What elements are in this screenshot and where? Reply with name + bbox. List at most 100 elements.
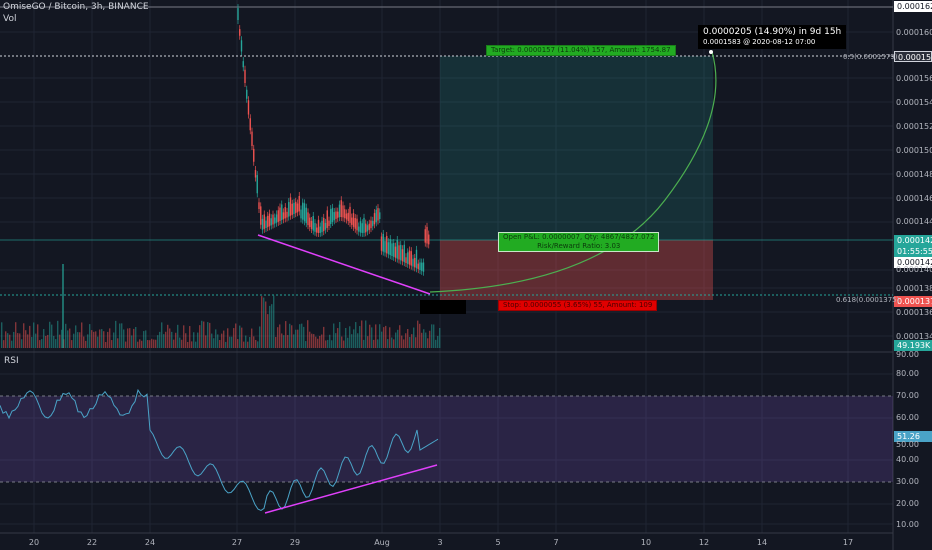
volume-bar bbox=[143, 331, 145, 348]
candle-body bbox=[330, 209, 332, 224]
volume-bar bbox=[255, 339, 257, 348]
volume-bar bbox=[139, 339, 141, 348]
volume-bar bbox=[73, 333, 75, 348]
price-label: 0.0001340 bbox=[896, 332, 932, 341]
candle-body bbox=[288, 202, 290, 217]
volume-bar bbox=[345, 327, 347, 348]
volume-bar bbox=[435, 339, 437, 348]
volume-bar bbox=[179, 337, 181, 348]
volume-bar bbox=[261, 296, 263, 348]
candle-body bbox=[405, 257, 407, 263]
volume-bar bbox=[365, 320, 367, 348]
volume-bar bbox=[133, 328, 135, 348]
time-label: 5 bbox=[495, 538, 501, 547]
volume-bar bbox=[341, 336, 343, 348]
volume-label[interactable]: Vol bbox=[3, 14, 17, 24]
candle-body bbox=[281, 204, 283, 221]
candle-body bbox=[314, 223, 316, 232]
volume-bar bbox=[163, 334, 165, 348]
volume-bar bbox=[149, 340, 151, 348]
time-label: 20 bbox=[28, 538, 40, 547]
price-trendline[interactable] bbox=[257, 234, 431, 295]
symbol-title[interactable]: OmiseGO / Bitcoin, 3h, BINANCE bbox=[3, 2, 149, 12]
volume-bar bbox=[335, 333, 337, 348]
time-label: 7 bbox=[553, 538, 559, 547]
candle-body bbox=[274, 217, 276, 224]
volume-bar bbox=[57, 320, 59, 348]
candle-body bbox=[377, 208, 379, 221]
volume-bar bbox=[355, 322, 357, 348]
volume-bar bbox=[81, 322, 83, 348]
volume-bar bbox=[267, 314, 269, 348]
volume-bar bbox=[235, 323, 237, 348]
volume-bar bbox=[41, 339, 43, 348]
candle-body bbox=[261, 218, 264, 230]
current-price-tag: 0.0001423 bbox=[894, 235, 932, 246]
candle-body bbox=[370, 220, 372, 229]
volume-bar bbox=[93, 331, 95, 348]
candle-body bbox=[352, 213, 355, 227]
volume-bar bbox=[323, 326, 325, 348]
volume-bar bbox=[311, 333, 313, 348]
profit-zone[interactable] bbox=[440, 56, 713, 240]
price-label: 0.0001422 bbox=[894, 257, 932, 268]
time-label: 27 bbox=[231, 538, 243, 547]
black-marker bbox=[420, 300, 466, 314]
candle-body bbox=[309, 217, 311, 228]
volume-bar bbox=[271, 304, 273, 348]
candle-body bbox=[300, 209, 302, 219]
stop-label[interactable]: Stop: 0.0000055 (3.65%) 55, Amount: 109 bbox=[498, 300, 658, 311]
volume-bar bbox=[79, 332, 81, 348]
rsi-axis-label: 40.00 bbox=[896, 455, 919, 464]
volume-bar bbox=[33, 322, 35, 348]
volume-bar bbox=[125, 341, 127, 348]
candle-body bbox=[414, 257, 416, 268]
candle-body bbox=[303, 203, 306, 222]
volume-bar bbox=[157, 335, 159, 348]
volume-bar bbox=[1, 322, 3, 348]
volume-bar bbox=[141, 340, 143, 348]
volume-bar bbox=[305, 341, 307, 348]
volume-bar bbox=[193, 332, 195, 348]
volume-bar bbox=[177, 324, 179, 348]
volume-bar bbox=[113, 332, 115, 348]
price-label: 0.0001622 bbox=[894, 1, 932, 12]
candle-body bbox=[403, 244, 405, 263]
projection-endpoint[interactable] bbox=[709, 50, 713, 54]
volume-bar bbox=[423, 329, 425, 348]
candle-body bbox=[321, 220, 323, 233]
volume-bar bbox=[175, 332, 177, 348]
time-label: 14 bbox=[756, 538, 768, 547]
volume-bar bbox=[221, 333, 223, 348]
volume-bar bbox=[293, 334, 295, 348]
volume-bar bbox=[65, 323, 67, 348]
rsi-label[interactable]: RSI bbox=[4, 356, 19, 366]
volume-bar bbox=[351, 334, 353, 348]
candle-body bbox=[286, 211, 288, 218]
volume-bar bbox=[121, 323, 123, 348]
volume-bar bbox=[413, 327, 415, 348]
stop-price-tag: 0.0001370 bbox=[894, 296, 932, 307]
volume-bar bbox=[297, 329, 299, 348]
volume-bar bbox=[199, 325, 201, 348]
candle-body bbox=[242, 61, 244, 68]
candle-body bbox=[337, 211, 339, 218]
target-label[interactable]: Target: 0.0000157 (11.04%) 157, Amount: … bbox=[486, 45, 676, 56]
volume-bar bbox=[239, 325, 241, 348]
candle-body bbox=[328, 220, 330, 226]
volume-bar bbox=[171, 331, 173, 348]
rsi-axis-label: 20.00 bbox=[896, 499, 919, 508]
open-pnl-box[interactable]: Open P&L: 0.0000007, Qty: 4867/4827.072 … bbox=[498, 232, 660, 252]
volume-bar bbox=[247, 341, 249, 348]
candle-body bbox=[237, 8, 239, 20]
rsi-trendline[interactable] bbox=[264, 464, 438, 514]
volume-bar bbox=[347, 337, 349, 348]
volume-bar bbox=[181, 339, 183, 348]
volume-bar bbox=[62, 264, 64, 348]
volume-bar bbox=[367, 336, 369, 348]
volume-bar bbox=[391, 337, 393, 348]
volume-bar bbox=[327, 339, 329, 348]
